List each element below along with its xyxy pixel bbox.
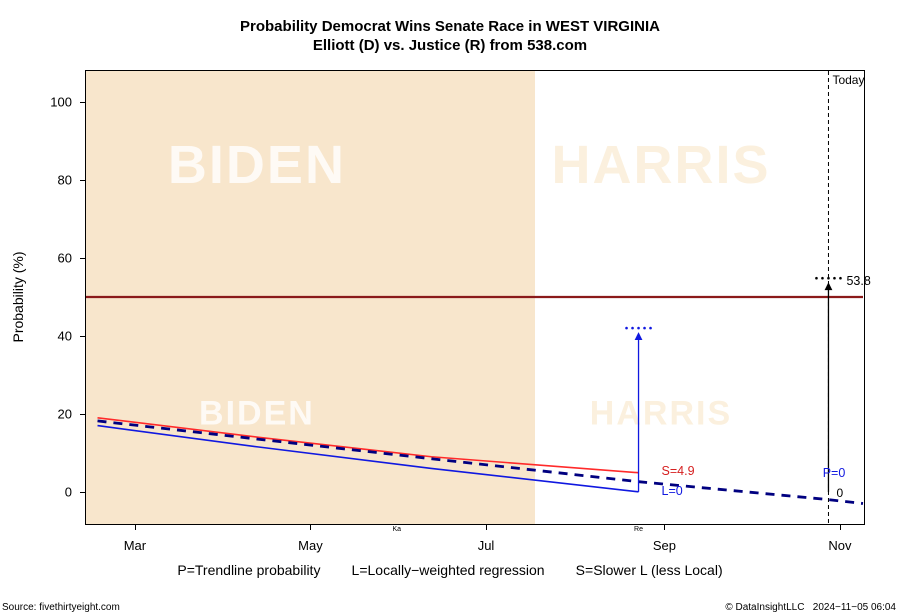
y-tick-0: 0: [65, 484, 72, 499]
y-tick-20: 20: [58, 406, 72, 421]
footer-source: Source: fivethirtyeight.com: [2, 602, 120, 613]
y-tick-60: 60: [58, 251, 72, 266]
arrow-today-base: 0: [836, 486, 843, 500]
chart-container: Probability Democrat Wins Senate Race in…: [0, 0, 900, 615]
y-axis-label: Probability (%): [10, 251, 26, 342]
series-svg: [86, 71, 863, 523]
series-label-P: P=0: [823, 466, 846, 480]
footer-credit: © DataInsightLLC 2024−11−05 06:04: [725, 602, 896, 613]
x-tick-nov: Nov: [828, 538, 851, 553]
y-tick-100: 100: [50, 95, 72, 110]
title-line-2: Elliott (D) vs. Justice (R) from 538.com: [0, 37, 900, 56]
x-tick-may: May: [298, 538, 323, 553]
x-tick-sep: Sep: [653, 538, 676, 553]
series-label-S: S=4.9: [662, 464, 695, 478]
series-L: [98, 426, 639, 492]
x-tick-mar: Mar: [124, 538, 146, 553]
plot-area: BIDENHARRISBIDENHARRIS020406080100MarMay…: [85, 70, 865, 525]
y-tick-80: 80: [58, 173, 72, 188]
chart-title: Probability Democrat Wins Senate Race in…: [0, 18, 900, 56]
series-S: [98, 418, 639, 473]
title-line-1: Probability Democrat Wins Senate Race in…: [0, 18, 900, 37]
legend: P=Trendline probability L=Locally−weight…: [0, 562, 900, 578]
series-P: [98, 421, 863, 504]
arrow-today-value: 53.8: [846, 274, 870, 288]
today-label: Today: [832, 73, 864, 87]
x-smalllabel-ka: Ka: [393, 526, 402, 533]
series-label-L: L=0: [662, 484, 683, 498]
y-tick-40: 40: [58, 328, 72, 343]
x-tick-jul: Jul: [478, 538, 495, 553]
x-smalllabel-re: Re: [634, 526, 643, 533]
